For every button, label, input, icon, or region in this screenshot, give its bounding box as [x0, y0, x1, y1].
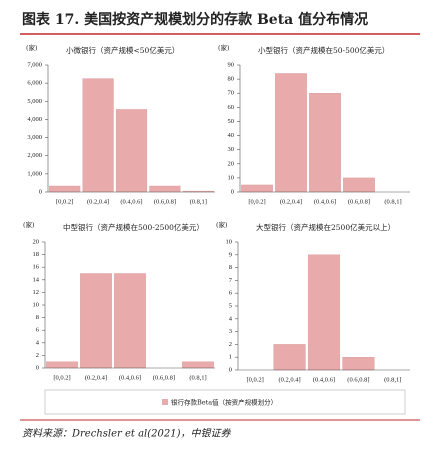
bar [241, 184, 273, 193]
y-tick-label: 30 [228, 146, 235, 153]
y-tick-label: 18 [33, 251, 40, 258]
y-tick-label: 4 [36, 339, 40, 346]
x-tick-label: (0.8,1] [384, 376, 401, 383]
bar [114, 273, 146, 369]
y-tick-label: 10 [228, 174, 235, 181]
x-tick-label: (0.2,0.4] [280, 198, 302, 205]
chart-title: 大型银行（资产规模在2500亿美元以上） [256, 222, 395, 232]
x-tick-label: [0,0.2] [248, 198, 265, 205]
y-tick-label: 2 [229, 341, 232, 348]
x-tick-label: (0.8,1] [384, 198, 401, 205]
y-tick-label: 5 [229, 302, 232, 309]
y-tick-label: 20 [228, 160, 235, 167]
y-tick-label: 6,000 [27, 80, 42, 87]
y-tick-label: 40 [228, 132, 235, 139]
y-tick-label: 0 [231, 188, 234, 195]
bar [275, 73, 307, 193]
bar [343, 177, 375, 193]
y-tick-label: 0 [36, 364, 39, 371]
y-tick-label: 1,000 [27, 170, 42, 177]
x-tick-label: (0.6,0.8] [154, 198, 176, 205]
y-tick-label: 10 [33, 301, 40, 308]
unit-label: (家) [26, 43, 38, 52]
y-tick-label: 4,000 [27, 116, 42, 123]
chart-title: 小微银行（资产规模<50亿美元） [66, 45, 179, 55]
figure-title: 图表 17. 美国按资产规模划分的存款 Beta 值分布情况 [22, 11, 368, 28]
x-tick-label: (0.8,1] [189, 374, 206, 381]
x-tick-label: (0.2,0.4] [87, 198, 109, 205]
y-tick-label: 70 [228, 90, 235, 97]
source: 资料来源：Drechsler et al(2021)，中银证券 [22, 428, 231, 440]
bar [307, 254, 341, 371]
bar [82, 78, 114, 193]
x-tick-label: (0.4,0.6] [120, 198, 142, 205]
bar [309, 93, 341, 193]
y-tick-label: 16 [33, 264, 40, 271]
bar [49, 185, 81, 193]
bar [342, 357, 375, 371]
x-tick-label: (0.8,1] [190, 198, 207, 205]
y-tick-label: 14 [33, 276, 40, 283]
bar [80, 273, 112, 369]
bar [115, 109, 148, 193]
y-tick-label: 10 [226, 238, 233, 245]
y-tick-label: 8 [36, 314, 39, 321]
unit-label: (家) [216, 220, 228, 229]
x-tick-label: (0.4,0.6] [314, 198, 336, 205]
y-tick-label: 9 [229, 251, 232, 258]
y-tick-label: 6 [229, 290, 233, 297]
y-tick-label: 2,000 [27, 152, 42, 159]
y-tick-label: 12 [33, 289, 40, 296]
x-tick-label: [0,0.2] [56, 198, 73, 205]
x-tick-label: (0.6,0.8] [348, 198, 370, 205]
y-tick-label: 80 [228, 76, 235, 83]
chart-title: 中型银行（资产规模在500-2500亿美元） [63, 222, 204, 232]
legend-box [44, 389, 406, 415]
x-tick-label: (0.2,0.4] [278, 376, 300, 383]
y-tick-label: 50 [228, 118, 235, 125]
y-tick-label: 20 [33, 238, 40, 245]
unit-label: (家) [23, 220, 35, 229]
y-tick-label: 0 [39, 188, 42, 195]
unit-label: (家) [218, 43, 230, 52]
x-tick-label: [0,0.2] [247, 376, 264, 383]
y-tick-label: 3 [229, 328, 232, 335]
legend-swatch [162, 399, 168, 405]
y-tick-label: 7 [229, 277, 233, 284]
bar [182, 361, 214, 369]
y-tick-label: 6 [36, 327, 40, 334]
x-tick-label: (0.6,0.8] [347, 376, 369, 383]
y-tick-label: 7,000 [27, 61, 42, 68]
bar [46, 361, 78, 369]
legend-label: 银行存款Beta值（按资产规模划分） [171, 398, 277, 407]
bar [149, 185, 181, 193]
y-tick-label: 8 [229, 264, 232, 271]
x-tick-label: (0.4,0.6] [313, 376, 335, 383]
y-tick-label: 0 [229, 366, 232, 373]
y-tick-label: 4 [229, 315, 233, 322]
x-tick-label: (0.2,0.4] [85, 374, 107, 381]
y-tick-label: 60 [228, 104, 235, 111]
y-tick-label: 3,000 [27, 134, 42, 141]
x-tick-label: (0.4,0.6] [119, 374, 141, 381]
y-tick-label: 1 [229, 354, 232, 361]
x-tick-label: [0,0.2] [53, 374, 70, 381]
y-tick-label: 5,000 [27, 98, 42, 105]
chart-title: 小型银行（资产规模在50-500亿美元） [258, 45, 389, 55]
x-tick-label: (0.6,0.8] [153, 374, 175, 381]
y-tick-label: 90 [228, 61, 235, 68]
bar [273, 344, 306, 371]
y-tick-label: 2 [36, 352, 39, 359]
